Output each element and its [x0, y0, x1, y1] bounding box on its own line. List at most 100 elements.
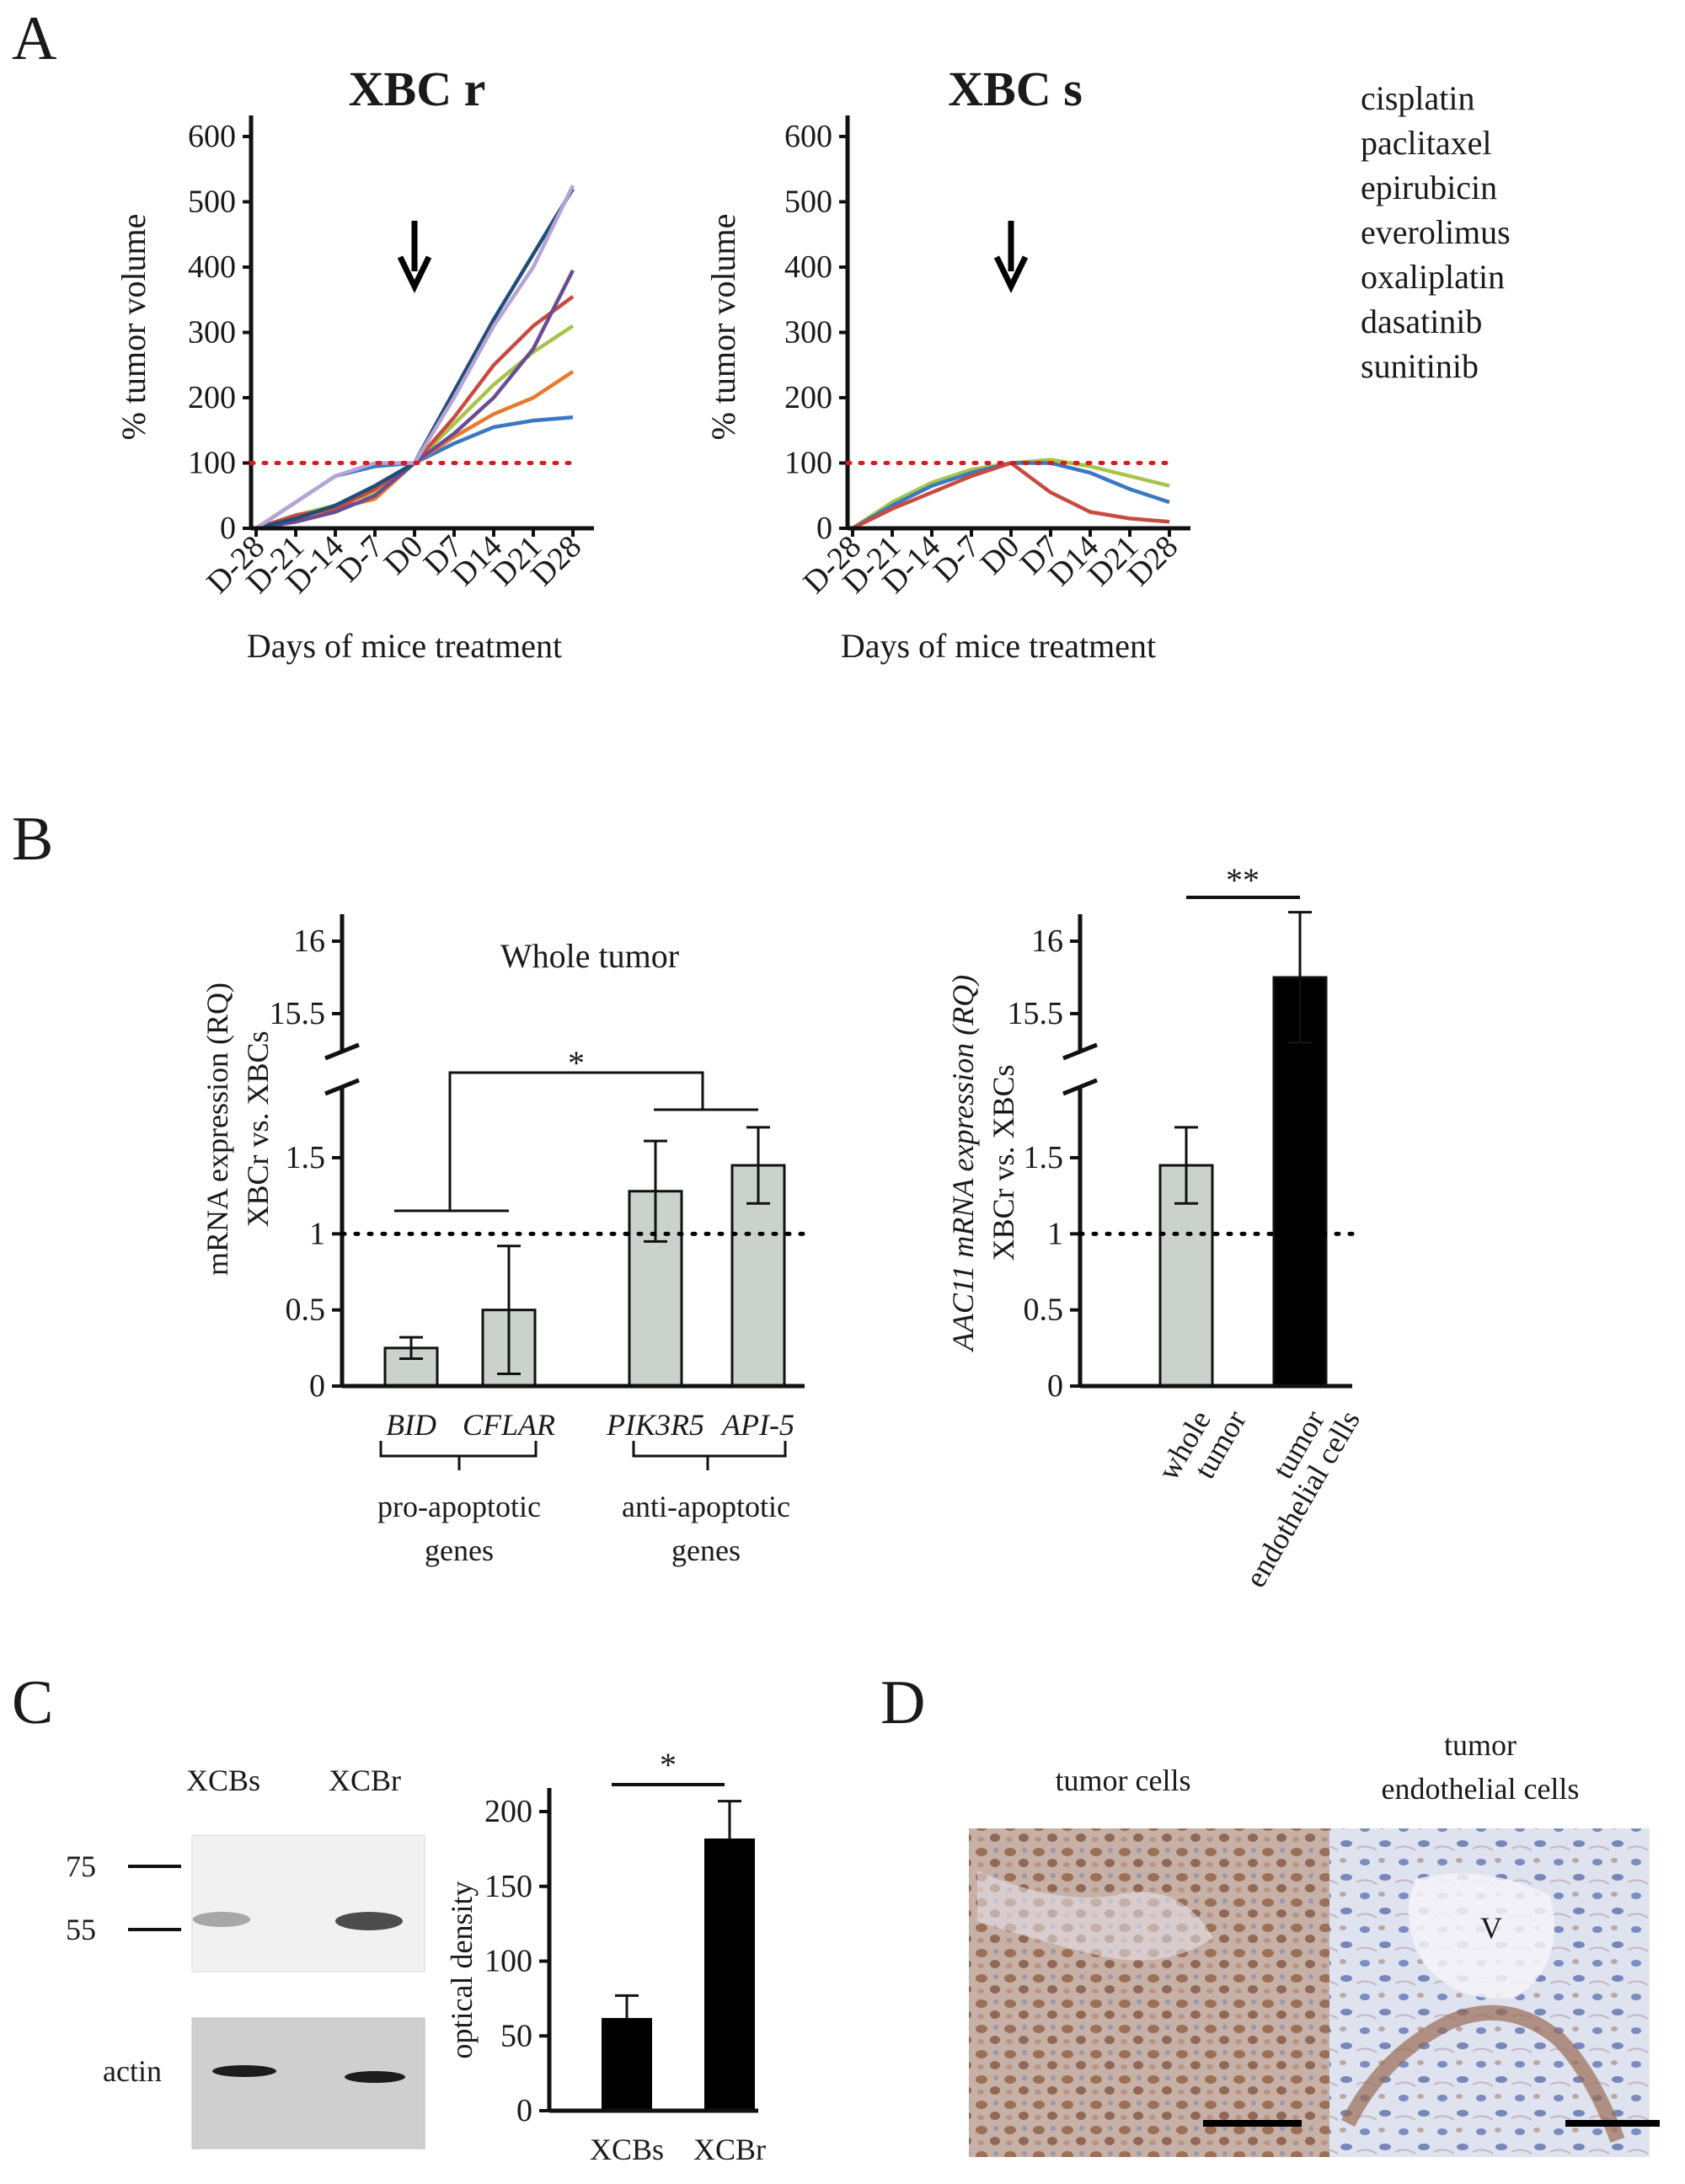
significance-marker: *	[568, 1044, 585, 1082]
y-tick-label: 15.5	[270, 996, 326, 1031]
panel-letter-b: B	[12, 805, 53, 874]
actin-band	[345, 2071, 405, 2083]
y-tick-label: 200	[484, 1794, 532, 1829]
western-blot: XCBs XCBr 75 55 actin	[66, 1764, 425, 2149]
y-tick-label: 0	[816, 511, 832, 546]
y-tick-label: 300	[188, 315, 236, 351]
y-tick-label: 0.5	[286, 1293, 326, 1328]
x-tick-label: XCBs	[590, 2133, 664, 2166]
chart-title: XBC r	[349, 62, 486, 116]
actin-band	[212, 2065, 276, 2077]
significance-marker: **	[1226, 861, 1260, 899]
y-axis-label-line2: XBCr vs. XBCs	[241, 1030, 275, 1227]
y-tick-label: 1.5	[286, 1140, 326, 1175]
axis-break-mark	[324, 1042, 360, 1061]
chart-whole-tumor: Whole tumor mRNA expression (RQ) XBCr vs…	[201, 914, 807, 1567]
series-line-4	[255, 295, 575, 531]
y-tick-label: 100	[484, 1944, 532, 1979]
chart-title: XBC s	[948, 62, 1083, 116]
x-axis-label: Days of mice treatment	[247, 627, 562, 665]
panel-letter-d: D	[880, 1668, 925, 1737]
treatment-arrow-icon	[993, 255, 1029, 294]
actin-membrane	[191, 2017, 425, 2149]
histology-title-left: tumor cells	[1056, 1764, 1191, 1797]
y-tick-label: 200	[784, 380, 832, 415]
legend-item: cisplatin	[1361, 79, 1475, 117]
y-tick-label: 600	[188, 119, 236, 154]
group-brace-anti	[632, 1441, 787, 1470]
vessel-label: V	[1480, 1911, 1502, 1945]
y-tick-label: 0	[309, 1368, 325, 1404]
x-tick-label: CFLAR	[463, 1408, 555, 1442]
axis-break-mark	[1062, 1078, 1098, 1096]
y-tick-label: 100	[188, 446, 236, 481]
blot-lane-label: XCBs	[186, 1764, 260, 1797]
y-tick-label: 300	[784, 315, 832, 351]
legend-item: oxaliplatin	[1361, 258, 1505, 296]
y-tick-label: 500	[784, 185, 832, 220]
histology-title-right-line1: tumor	[1444, 1728, 1516, 1762]
y-tick-label: 15.5	[1008, 996, 1064, 1031]
blot-band	[335, 1912, 403, 1930]
blot-marker-label: 75	[66, 1849, 96, 1883]
vessel-wall	[1340, 2005, 1625, 2144]
chart-aac11: AAC11 mRNA expression (RQ) XBCr vs. XBCs…	[946, 861, 1367, 1592]
y-tick-label: 0	[516, 2093, 532, 2128]
blot-membrane	[191, 1834, 425, 1973]
y-tick-label: 1	[309, 1216, 325, 1251]
loading-control-label: actin	[103, 2054, 162, 2088]
treatment-arrow-icon	[397, 255, 432, 294]
y-axis-label: % tumor volume	[704, 214, 742, 441]
group-label-pro-line2: genes	[425, 1534, 494, 1567]
blot-marker-label: 55	[66, 1913, 96, 1946]
chart-xbc-s: XBC s % tumor volume Days of mice treatm…	[704, 62, 1190, 665]
y-axis-label-line2: XBCr vs. XBCs	[987, 1064, 1020, 1261]
x-tick-label: API-5	[720, 1408, 794, 1442]
x-tick-label: D28	[1121, 529, 1185, 593]
group-label-anti-line2: genes	[671, 1534, 741, 1567]
y-tick-label: 200	[188, 380, 236, 415]
histology-title-right-line2: endothelial cells	[1382, 1772, 1580, 1806]
stroma-region	[977, 1871, 1213, 1961]
group-brace-pro	[379, 1441, 538, 1470]
legend-item: paclitaxel	[1361, 124, 1491, 162]
y-tick-label: 0.5	[1024, 1293, 1064, 1328]
y-tick-label: 600	[784, 119, 832, 154]
blot-band	[193, 1912, 250, 1927]
y-axis-label-line1: AAC11 mRNA expression (RQ)	[946, 975, 980, 1352]
y-tick-label: 150	[484, 1869, 532, 1904]
x-axis-label: Days of mice treatment	[841, 627, 1156, 665]
blot-lane-label: XCBr	[329, 1764, 401, 1797]
y-axis-label: optical density	[445, 1882, 479, 2059]
x-tick-label: PIK3R5	[606, 1408, 704, 1442]
group-label-anti-line1: anti-apoptotic	[622, 1490, 790, 1523]
y-tick-label: 16	[293, 923, 325, 959]
y-tick-label: 400	[188, 249, 236, 285]
y-axis-label: % tumor volume	[115, 214, 152, 441]
y-tick-label: 0	[1047, 1368, 1063, 1404]
axis-break-mark	[1062, 1042, 1098, 1061]
panel-letter-c: C	[12, 1668, 53, 1737]
significance-marker: *	[660, 1746, 677, 1784]
y-tick-label: 400	[784, 249, 832, 285]
drug-legend: cisplatin paclitaxel epirubicin everolim…	[1361, 79, 1511, 385]
x-tick-label: XCBr	[693, 2133, 766, 2166]
y-tick-label: 1	[1047, 1216, 1063, 1251]
series-line-2	[255, 370, 575, 531]
chart-optical-density: optical density 0 50 100 150 200 XCBs XCBr *	[445, 1746, 766, 2166]
micrograph-tumor-cells	[969, 1828, 1348, 2157]
chart-xbc-r: XBC r % tumor volume Days of mice treatm…	[115, 62, 594, 665]
group-label-pro-line1: pro-apoptotic	[377, 1490, 541, 1523]
panel-letter-a: A	[12, 4, 56, 73]
axis-break-mark	[324, 1078, 360, 1096]
y-tick-label: 0	[220, 511, 236, 546]
bar	[704, 1838, 755, 2111]
legend-item: epirubicin	[1361, 169, 1497, 206]
y-tick-label: 100	[784, 446, 832, 481]
legend-item: sunitinib	[1361, 347, 1479, 385]
chart-title: Whole tumor	[500, 937, 679, 975]
significance-bracket	[394, 1071, 758, 1212]
histology-panels: tumor cells tumor endothelial cells V	[969, 1728, 1660, 2157]
x-tick-label: D28	[524, 529, 588, 593]
